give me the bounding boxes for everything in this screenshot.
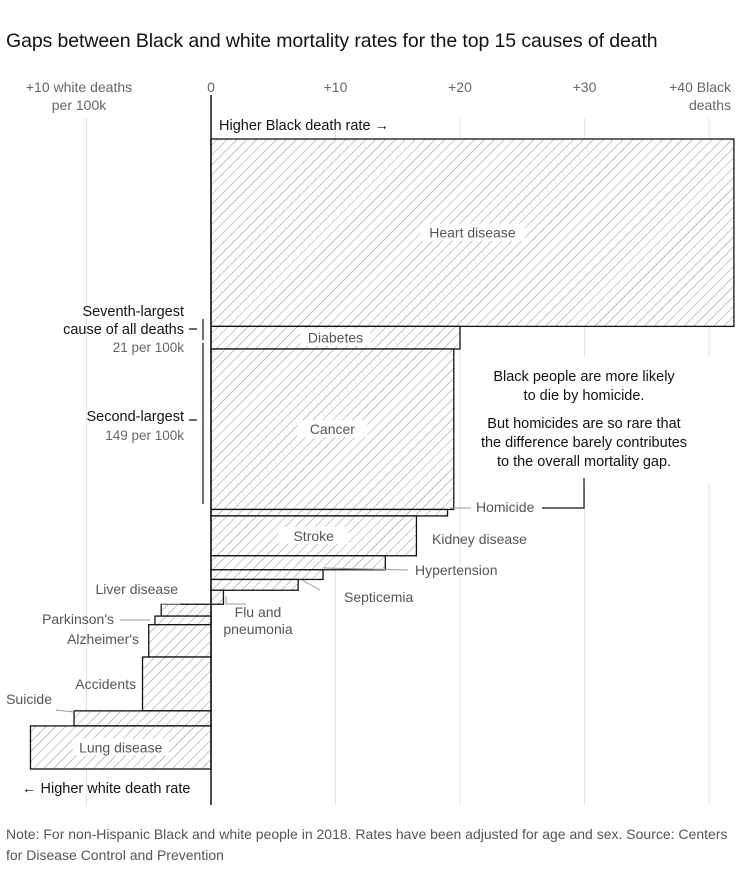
annotation-second-bracket xyxy=(189,343,204,504)
bar-label-flu-and-pneumonia-line1: Flu and xyxy=(235,604,282,620)
homicide-note-line4: the difference barely contributes xyxy=(481,435,687,451)
annotation-seventh-line2: cause of all deaths xyxy=(63,322,184,338)
annotation-second-rate: 149 per 100k xyxy=(105,428,184,443)
bar-label-alzheimer-s: Alzheimer's xyxy=(67,631,139,647)
axis-label-black-deaths-line1: +40 Black xyxy=(669,79,732,95)
annotation-seventh-line1: Seventh-largest xyxy=(82,304,184,320)
leader-flu-and-pneumonia xyxy=(225,596,246,605)
bar-label-suicide: Suicide xyxy=(6,691,52,707)
bar-label-bg-lung-disease xyxy=(72,738,169,756)
chart-title: Gaps between Black and white mortality r… xyxy=(6,30,658,52)
homicide-note-line3: But homicides are so rare that xyxy=(487,416,680,432)
bar-label-parkinson-s: Parkinson's xyxy=(42,611,114,627)
leader-hypertension xyxy=(323,567,409,571)
axis-label-white-deaths-line2: per 100k xyxy=(52,97,107,113)
bar-label-heart-disease: Heart disease xyxy=(429,225,516,241)
x-tick-label: +20 xyxy=(448,79,472,95)
x-tick-label: 0 xyxy=(207,79,215,95)
axis-label-black-deaths-line2: deaths xyxy=(689,97,731,113)
bar-label-bg-stroke xyxy=(278,526,349,544)
bar-homicide xyxy=(210,508,449,517)
bar-liver-disease xyxy=(160,603,212,617)
bar-flu-and-pneumonia xyxy=(210,589,225,605)
x-tick-label: +30 xyxy=(573,79,597,95)
leader-septicemia xyxy=(301,579,321,591)
bar-septicemia xyxy=(210,578,299,591)
bar-suicide xyxy=(73,710,212,727)
bar-label-septicemia: Septicemia xyxy=(344,589,413,605)
annotation-second-line1: Second-largest xyxy=(86,409,184,425)
bar-label-cancer: Cancer xyxy=(310,421,355,437)
bar-labels: Heart disease Diabetes Cancer Homicide Strok… xyxy=(6,223,535,756)
homicide-note-background xyxy=(472,356,714,484)
bar-parkinson-s xyxy=(154,615,212,626)
homicide-note-line2: to die by homicide. xyxy=(524,388,645,404)
homicide-note-line1: Black people are more likely xyxy=(493,369,675,385)
bar-label-liver-disease: Liver disease xyxy=(96,581,179,597)
bar-accidents xyxy=(141,656,212,712)
homicide-note-leader xyxy=(542,478,585,509)
leader-suicide xyxy=(55,709,75,713)
bar-label-flu-and-pneumonia-line2: pneumonia xyxy=(223,621,292,637)
bar-hypertension xyxy=(210,569,324,581)
axis-label-white-deaths-line1: +10 white deaths xyxy=(26,79,132,95)
bar-label-bg-diabetes xyxy=(300,328,371,346)
source-note: Note: For non-Hispanic Black and white p… xyxy=(6,826,728,863)
homicide-note-line5: to the overall mortality gap. xyxy=(497,454,671,470)
x-tick-label: +10 xyxy=(324,79,348,95)
x-axis-tick-labels: 0 +10 +20 +30 xyxy=(207,79,596,95)
bar-label-accidents: Accidents xyxy=(75,676,136,692)
bar-label-homicide: Homicide xyxy=(476,499,535,515)
bar-label-kidney-disease: Kidney disease xyxy=(432,531,527,547)
annotation-seventh-rate: 21 per 100k xyxy=(113,340,185,355)
direction-label-white: ← Higher white death rate xyxy=(22,781,190,797)
direction-label-black: Higher Black death rate → xyxy=(219,118,389,134)
bar-label-lung-disease: Lung disease xyxy=(79,739,163,755)
bar-label-stroke: Stroke xyxy=(293,528,334,544)
mortality-gap-chart: 0 +10 +20 +30 +10 white deaths per 100k +40… xyxy=(6,79,735,805)
bar-alzheimer-s xyxy=(148,624,212,658)
bar-label-bg-cancer xyxy=(297,420,368,438)
bar-label-diabetes: Diabetes xyxy=(308,330,363,346)
bar-kidney-disease xyxy=(210,555,386,571)
annotation-seventh-bracket xyxy=(189,319,204,340)
bar-label-bg-heart-disease xyxy=(420,223,525,241)
bar-label-hypertension: Hypertension xyxy=(415,562,498,578)
